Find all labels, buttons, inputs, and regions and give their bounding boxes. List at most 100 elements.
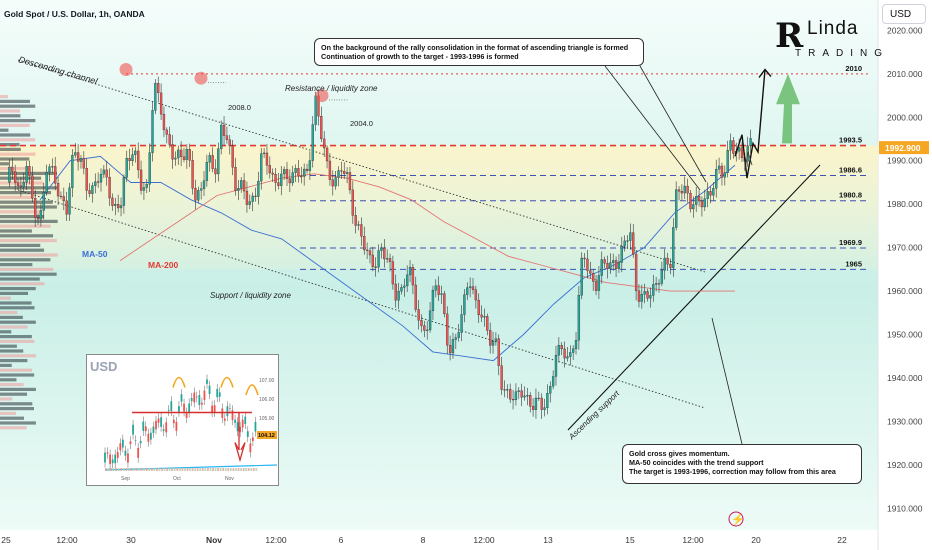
- inset-volume-bar: [201, 468, 204, 471]
- inset-tick-106: 106.00: [259, 397, 275, 403]
- candle-body: [448, 344, 452, 354]
- candle-body: [31, 175, 34, 199]
- inset-x-nov: Nov: [225, 476, 234, 482]
- candle-body: [174, 157, 177, 160]
- lightning-icon[interactable]: ⚡: [731, 513, 745, 526]
- volume-profile-bar: [0, 373, 35, 377]
- top-callout-line1: On the background of the rally consolida…: [321, 43, 629, 52]
- inset-volume-bar: [222, 468, 225, 471]
- candle-body: [265, 152, 269, 166]
- candle-body: [197, 190, 200, 201]
- candle-body: [388, 258, 392, 262]
- candle-body: [411, 267, 415, 286]
- volume-profile-bar: [0, 349, 24, 353]
- candle-body: [457, 332, 460, 338]
- candle-body: [228, 139, 231, 147]
- volume-profile-bar: [0, 320, 36, 324]
- candle-body: [629, 232, 632, 241]
- candle-body: [148, 152, 151, 185]
- x-tick-8: 8: [421, 535, 426, 545]
- candle-body: [56, 183, 60, 197]
- inset-volume-bar: [156, 468, 158, 471]
- candle-body: [214, 168, 217, 175]
- candles: [8, 76, 752, 419]
- candle-body: [105, 169, 108, 178]
- candle-body: [397, 290, 400, 301]
- candle-body: [737, 147, 741, 152]
- candle-body: [357, 224, 360, 226]
- ma200-label: MA-200: [148, 260, 179, 270]
- candle-body: [162, 113, 166, 131]
- candle-body: [334, 177, 337, 187]
- currency-button[interactable]: USD: [882, 4, 926, 24]
- y-tick-1920: 1920.000: [887, 460, 923, 470]
- inset-volume-bar: [135, 468, 138, 471]
- candle-body: [666, 257, 669, 265]
- volume-profile-bar: [0, 287, 36, 291]
- candle-body: [323, 138, 326, 149]
- volume-profile-bar: [0, 128, 9, 132]
- candle-body: [245, 190, 249, 205]
- candle-body: [597, 275, 601, 291]
- ma50-label: MA-50: [82, 249, 108, 259]
- level-label-1965: 1965: [845, 259, 862, 268]
- candle-body: [139, 169, 143, 191]
- x-tick-13: 13: [543, 535, 553, 545]
- candle-body: [320, 116, 323, 140]
- candle-body: [577, 295, 581, 341]
- x-tick-6: 6: [339, 535, 344, 545]
- candle-body: [25, 166, 28, 183]
- inset-volume-bar: [240, 468, 242, 471]
- candle-body: [354, 215, 357, 226]
- candle-body: [251, 195, 254, 202]
- volume-profile-bar: [0, 416, 25, 420]
- x-tick-12:00: 12:00: [265, 535, 287, 545]
- volume-profile-bar: [0, 291, 29, 295]
- inset-candle-body: [111, 459, 114, 464]
- candle-body: [119, 205, 123, 209]
- candle-body: [529, 395, 532, 407]
- candle-body: [592, 273, 595, 282]
- level-label-1980.8: 1980.8: [839, 191, 862, 200]
- candle-body: [637, 290, 641, 302]
- candle-body: [208, 155, 211, 163]
- inset-candle-body: [254, 421, 257, 432]
- level-label-1993.5: 1993.5: [839, 136, 862, 145]
- candle-body: [380, 247, 383, 251]
- candle-body: [503, 389, 506, 391]
- inset-candle-body: [203, 390, 206, 401]
- candle-body: [331, 179, 334, 187]
- inset-candle-body: [144, 426, 147, 432]
- y-tick-1930: 1930.000: [887, 416, 923, 426]
- volume-profile-bar: [0, 335, 32, 339]
- candle-body: [729, 140, 732, 151]
- inset-candle-body: [190, 397, 193, 402]
- volume-profile-bar: [0, 402, 33, 406]
- inset-candle-body: [183, 403, 185, 412]
- candle-body: [543, 407, 546, 410]
- candle-body: [569, 352, 572, 357]
- price-axis[interactable]: 1910.000 1920.000 1930.000 1940.000 1950.000…: [879, 25, 929, 513]
- volume-profile-bar: [0, 363, 12, 367]
- candle-body: [417, 309, 420, 321]
- candle-body: [634, 253, 638, 292]
- candle-body: [288, 178, 292, 184]
- inset-volume-bar: [163, 468, 166, 471]
- level-label-1969.9: 1969.9: [839, 238, 862, 247]
- volume-profile-bar: [0, 205, 57, 209]
- inset-tick-107: 107.00: [259, 378, 275, 384]
- volume-profile-bar: [0, 239, 57, 243]
- time-axis[interactable]: 25 12:00 30 Nov 12:00 6 8 12:00 13 15 12:00 20 22: [1, 535, 847, 545]
- candle-body: [537, 397, 540, 399]
- candle-body: [168, 134, 171, 145]
- inset-volume-bar: [107, 468, 110, 471]
- candle-body: [360, 224, 363, 237]
- inset-candle-body: [218, 392, 221, 397]
- volume-profile-bar: [0, 426, 27, 430]
- candle-body: [715, 169, 718, 189]
- inset-candle-body: [241, 419, 244, 428]
- candle-body: [414, 284, 417, 310]
- candle-body: [391, 261, 395, 285]
- candle-body: [400, 287, 403, 292]
- inset-volume-bar: [229, 468, 232, 471]
